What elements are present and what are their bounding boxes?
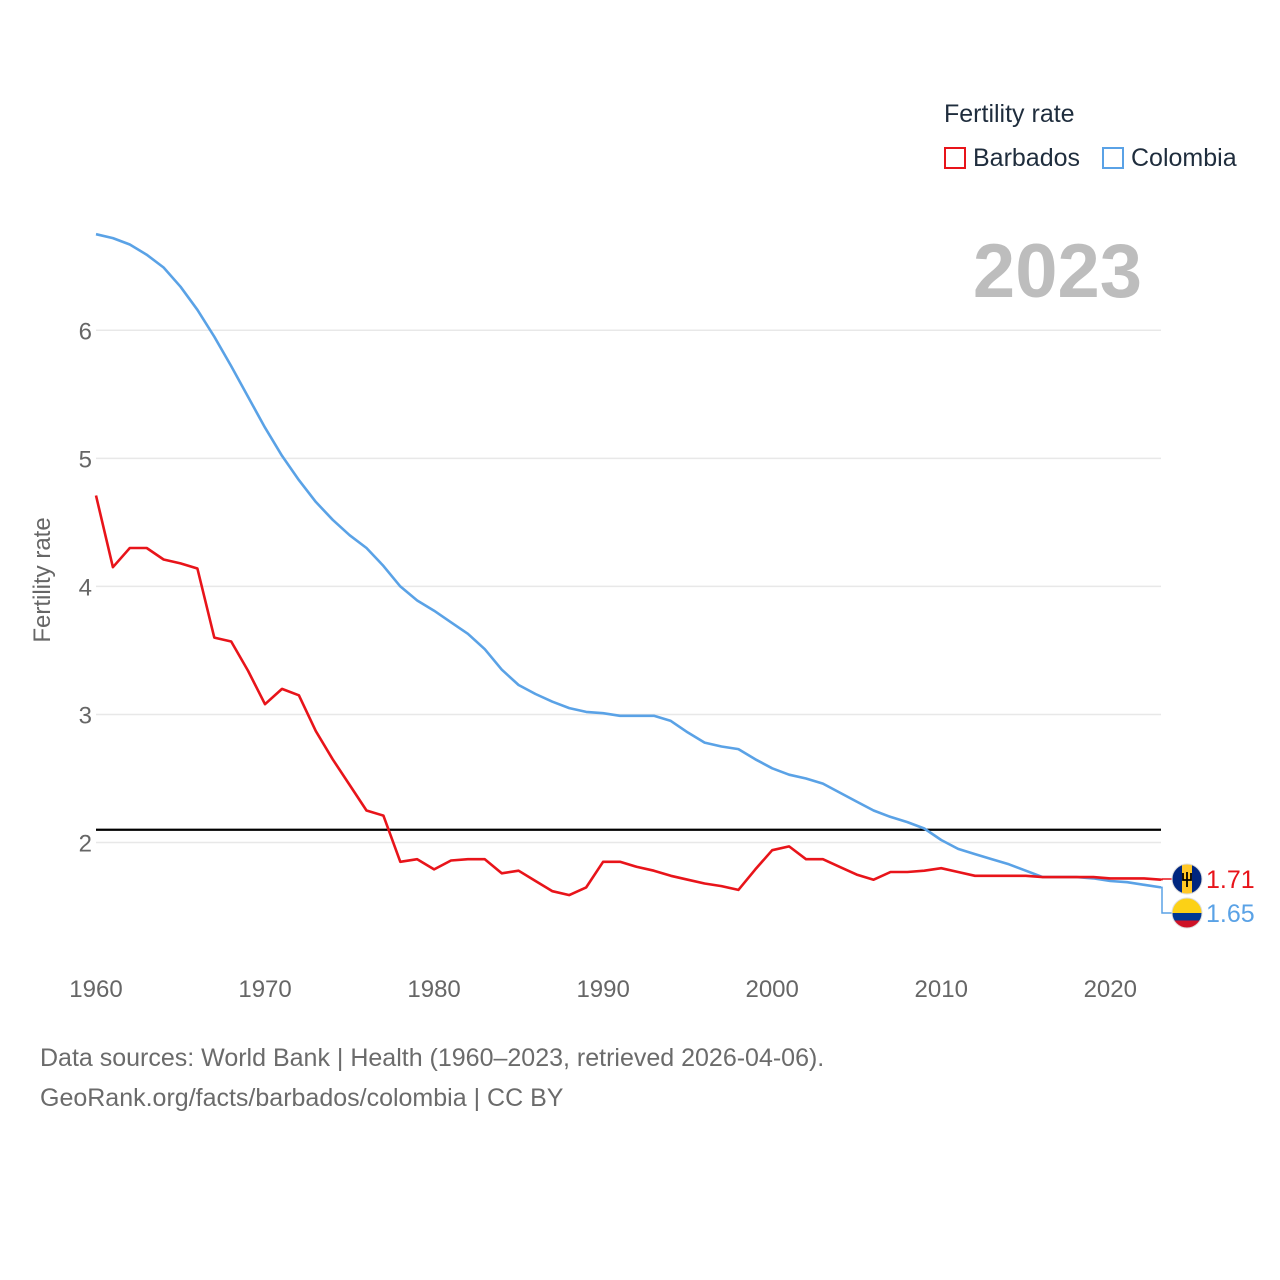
x-tick-label: 1970 bbox=[238, 976, 291, 1003]
flag-stripe bbox=[1172, 913, 1202, 921]
y-axis-label: Fertility rate bbox=[29, 517, 56, 642]
series-line-barbados bbox=[94, 495, 1162, 897]
x-tick-label: 2010 bbox=[915, 976, 968, 1003]
y-tick-label: 5 bbox=[79, 446, 92, 473]
legend-label-colombia: Colombia bbox=[1131, 143, 1237, 172]
flag-body bbox=[1172, 864, 1202, 894]
y-tick-label: 3 bbox=[79, 702, 92, 729]
series-lines bbox=[94, 232, 1162, 897]
source-line: Data sources: World Bank | Health (1960–… bbox=[40, 1044, 825, 1072]
colombia-flag-icon bbox=[1171, 897, 1203, 929]
legend-swatch-barbados bbox=[944, 147, 966, 169]
x-tick-label: 1960 bbox=[69, 976, 122, 1003]
x-tick-label: 2000 bbox=[745, 976, 798, 1003]
legend-item-barbados[interactable]: Barbados bbox=[944, 143, 1080, 173]
y-tick-label: 6 bbox=[79, 318, 92, 345]
series-line-colombia bbox=[95, 232, 1162, 889]
year-badge: 2023 bbox=[972, 229, 1142, 314]
grid-lines bbox=[96, 329, 1161, 844]
end-connector-barbados bbox=[1161, 878, 1173, 881]
flag-stripe bbox=[1172, 864, 1182, 894]
flag-stripe bbox=[1172, 898, 1202, 913]
end-value-label-barbados: 1.71 bbox=[1206, 866, 1255, 894]
end-connector-colombia bbox=[1161, 886, 1173, 914]
axis-ticks: 2 3 4 5 6 1960 1970 1980 1990 2000 2010 2020 bbox=[69, 318, 1137, 1003]
end-markers: 1.71 1.65 bbox=[1161, 863, 1255, 929]
flag-border bbox=[1171, 863, 1203, 895]
legend-title: Fertility rate bbox=[944, 100, 1075, 128]
legend-item-colombia[interactable]: Colombia bbox=[1102, 143, 1237, 173]
x-tick-label: 2020 bbox=[1084, 976, 1137, 1003]
x-tick-label: 1990 bbox=[576, 976, 629, 1003]
flag-border bbox=[1171, 897, 1203, 929]
y-tick-label: 2 bbox=[79, 831, 92, 858]
source-url[interactable]: GeoRank.org/facts/barbados/colombia | CC… bbox=[40, 1084, 564, 1112]
flag-body bbox=[1172, 898, 1202, 928]
flag-stripe bbox=[1172, 920, 1202, 928]
legend-label-barbados: Barbados bbox=[973, 143, 1081, 172]
flag-stripe bbox=[1192, 864, 1202, 894]
y-tick-label: 4 bbox=[79, 574, 92, 601]
barbados-flag-icon bbox=[1171, 863, 1203, 895]
legend-swatch-colombia bbox=[1102, 147, 1124, 169]
trident-glyph bbox=[1182, 872, 1192, 887]
end-value-label-colombia: 1.65 bbox=[1206, 900, 1255, 928]
x-tick-label: 1980 bbox=[407, 976, 460, 1003]
